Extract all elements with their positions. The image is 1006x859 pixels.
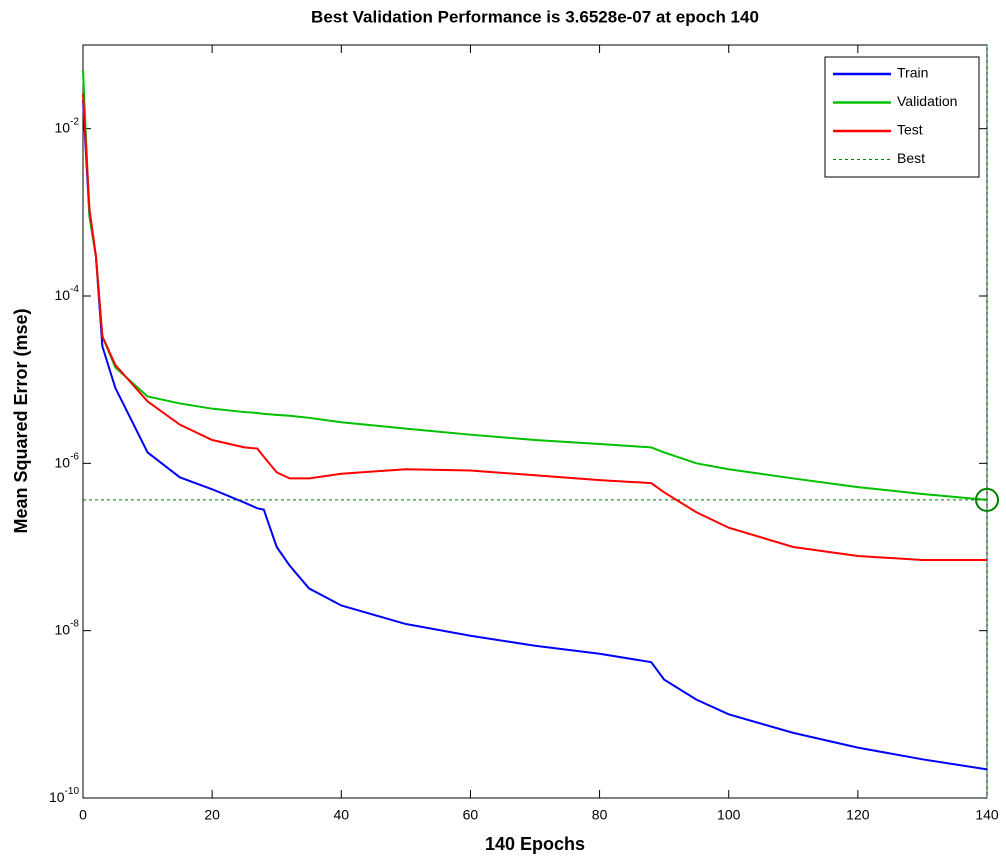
y-tick-base: 10 [55,287,71,303]
x-tick-label: 140 [975,807,999,823]
legend-label: Validation [897,93,957,109]
y-tick-exponent: -8 [70,618,79,629]
y-tick-base: 10 [55,454,71,470]
y-axis-label: Mean Squared Error (mse) [11,308,31,533]
y-tick-exponent: -6 [70,451,79,462]
y-tick-base: 10 [55,119,71,135]
x-tick-label: 60 [463,807,479,823]
x-tick-label: 100 [717,807,741,823]
x-axis-label: 140 Epochs [485,834,585,854]
x-tick-label: 0 [79,807,87,823]
x-tick-label: 20 [204,807,220,823]
legend-label: Test [897,122,923,138]
legend-label: Best [897,150,925,166]
y-tick-base: 10 [49,789,65,805]
y-tick-base: 10 [55,621,71,637]
legend-label: Train [897,65,928,81]
y-tick-exponent: -10 [65,786,80,797]
x-tick-label: 120 [846,807,870,823]
chart: Best Validation Performance is 3.6528e-0… [0,0,1006,859]
chart-title: Best Validation Performance is 3.6528e-0… [311,7,759,26]
y-tick-exponent: -2 [70,116,79,127]
y-tick-exponent: -4 [70,284,79,295]
x-tick-label: 40 [333,807,349,823]
x-tick-label: 80 [592,807,608,823]
